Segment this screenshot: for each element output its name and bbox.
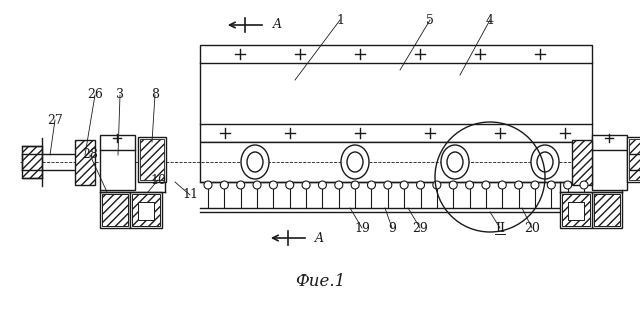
Text: 3: 3 (116, 88, 124, 101)
Bar (627, 137, 640, 182)
Ellipse shape (335, 181, 343, 189)
Text: 29: 29 (412, 222, 428, 234)
Ellipse shape (285, 181, 294, 189)
Ellipse shape (367, 181, 376, 189)
Ellipse shape (302, 181, 310, 189)
Bar (572, 140, 592, 185)
Ellipse shape (341, 145, 369, 179)
Ellipse shape (347, 152, 363, 172)
Ellipse shape (465, 181, 474, 189)
Ellipse shape (531, 145, 559, 179)
Bar (138, 137, 166, 182)
Text: 4: 4 (486, 14, 494, 26)
Bar (138, 202, 154, 220)
Ellipse shape (319, 181, 326, 189)
Bar (75, 140, 95, 185)
Bar (102, 194, 128, 226)
Bar (562, 194, 590, 226)
Text: 8: 8 (151, 88, 159, 101)
Text: Фие.1: Фие.1 (295, 273, 345, 290)
Ellipse shape (537, 152, 553, 172)
Text: 28: 28 (82, 148, 98, 162)
Ellipse shape (220, 181, 228, 189)
Bar (100, 192, 130, 228)
Bar (592, 135, 627, 190)
Ellipse shape (269, 181, 277, 189)
Ellipse shape (417, 181, 424, 189)
Ellipse shape (384, 181, 392, 189)
Ellipse shape (400, 181, 408, 189)
Ellipse shape (441, 145, 469, 179)
Bar (594, 194, 620, 226)
Text: 27: 27 (47, 113, 63, 126)
Ellipse shape (482, 181, 490, 189)
Text: 1: 1 (336, 14, 344, 26)
Text: A: A (273, 19, 282, 32)
Text: 9: 9 (388, 222, 396, 234)
Bar (140, 139, 164, 180)
Ellipse shape (247, 152, 263, 172)
Text: 19: 19 (354, 222, 370, 234)
Ellipse shape (253, 181, 261, 189)
Bar (200, 142, 592, 182)
Text: II: II (495, 222, 505, 234)
Bar (560, 192, 592, 228)
Bar (568, 202, 584, 220)
Text: 11: 11 (182, 188, 198, 202)
Ellipse shape (241, 145, 269, 179)
Ellipse shape (237, 181, 244, 189)
Text: 5: 5 (426, 14, 434, 26)
Bar (22, 146, 42, 178)
Text: 26: 26 (87, 88, 103, 101)
Bar (200, 45, 592, 142)
Ellipse shape (351, 181, 359, 189)
Ellipse shape (580, 181, 588, 189)
Ellipse shape (447, 152, 463, 172)
Ellipse shape (449, 181, 457, 189)
Text: 20: 20 (524, 222, 540, 234)
Bar (130, 192, 162, 228)
Bar (132, 194, 160, 226)
Ellipse shape (499, 181, 506, 189)
Ellipse shape (433, 181, 441, 189)
Text: A: A (315, 232, 324, 245)
Bar (592, 192, 622, 228)
Ellipse shape (564, 181, 572, 189)
Bar (629, 139, 640, 180)
Ellipse shape (204, 181, 212, 189)
Ellipse shape (531, 181, 539, 189)
Bar (100, 135, 135, 190)
Ellipse shape (515, 181, 523, 189)
Text: 10: 10 (150, 174, 166, 187)
Ellipse shape (547, 181, 556, 189)
